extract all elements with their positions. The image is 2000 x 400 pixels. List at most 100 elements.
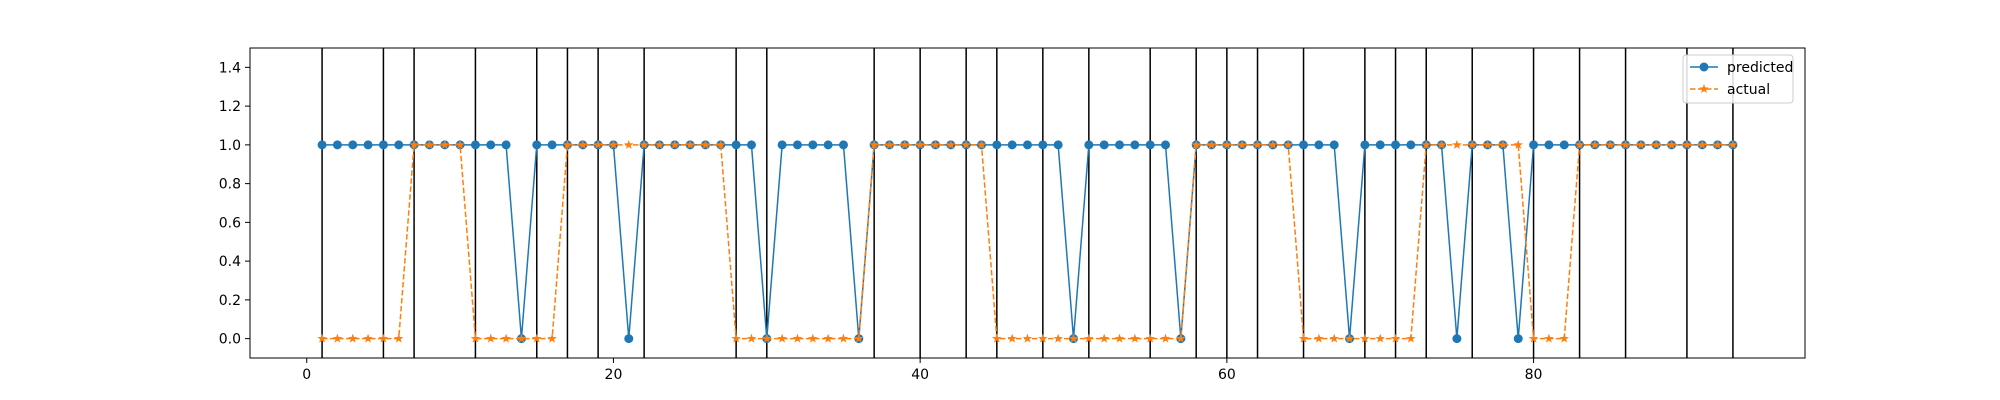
point-actual-24 [670,139,680,149]
point-actual-53 [1114,333,1125,343]
point-actual-74 [1436,139,1447,149]
x-tick-label-60: 60 [1218,367,1236,383]
point-actual-80 [1528,333,1539,343]
point-predicted-51 [1084,140,1094,150]
point-predicted-34 [823,140,833,150]
point-predicted-16 [547,140,557,150]
point-actual-10 [455,139,465,149]
x-tick-label-40: 40 [911,367,929,383]
axis-ticks: 0 20 40 60 80 0.0 0.2 0.4 0.6 0.8 1.0 1.2 1.4 [219,60,1543,383]
point-actual-31 [777,333,787,343]
point-actual-77 [1482,139,1493,149]
point-predicted-12 [486,140,496,150]
series-predicted [317,140,1738,344]
point-predicted-32 [792,140,802,150]
x-tick-label-20: 20 [605,367,623,383]
point-predicted-47 [1023,140,1032,150]
point-actual-22 [639,139,649,149]
point-actual-12 [486,333,496,343]
legend-entry-predicted: predicted [1690,60,1793,76]
point-predicted-71 [1391,140,1401,150]
x-tick-label-0: 0 [302,367,311,383]
point-actual-63 [1268,139,1278,149]
point-actual-64 [1283,139,1293,149]
legend-predicted-label: predicted [1727,60,1793,76]
point-predicted-21 [624,334,634,344]
point-actual-8 [424,139,435,149]
point-actual-18 [578,139,588,149]
point-actual-47 [1022,333,1033,343]
point-actual-13 [501,333,511,343]
x-tick-label-80: 80 [1525,367,1543,383]
point-actual-69 [1360,333,1370,343]
point-actual-7 [409,139,419,149]
point-predicted-65 [1299,140,1309,150]
point-actual-3 [347,333,358,343]
point-actual-14 [516,333,527,343]
point-predicted-45 [992,140,1002,150]
point-actual-51 [1084,333,1094,343]
legend: predicted actual [1682,54,1794,104]
point-actual-60 [1222,139,1232,149]
point-actual-88 [1651,139,1661,149]
point-predicted-28 [731,140,741,150]
point-predicted-75 [1452,334,1462,344]
point-predicted-49 [1053,140,1063,150]
point-predicted-15 [532,140,542,150]
point-actual-21 [624,139,634,149]
plot-frame [249,47,1806,359]
point-actual-39 [900,139,910,149]
point-predicted-52 [1099,140,1109,150]
point-actual-4 [363,333,373,343]
point-actual-19 [593,139,603,149]
point-predicted-31 [777,140,787,150]
point-predicted-66 [1314,140,1324,150]
vertical-lines [321,48,1734,358]
point-actual-25 [685,139,695,149]
point-actual-29 [746,333,757,343]
point-actual-28 [731,333,741,343]
point-actual-42 [946,139,956,149]
point-predicted-81 [1544,140,1554,150]
point-actual-65 [1298,333,1309,343]
y-tick-label-7: 1.4 [219,60,241,76]
point-actual-71 [1390,333,1401,343]
point-predicted-70 [1375,140,1385,150]
point-actual-68 [1344,333,1355,343]
point-actual-36 [854,333,864,343]
point-actual-35 [838,333,849,343]
point-actual-58 [1191,139,1201,149]
point-actual-41 [930,139,941,149]
point-predicted-1 [317,140,327,150]
point-actual-52 [1099,333,1109,343]
point-predicted-79 [1513,334,1523,344]
point-predicted-35 [838,140,848,150]
series-group [317,139,1738,344]
y-tick-label-3: 0.6 [219,215,241,231]
point-actual-11 [470,333,481,343]
point-actual-81 [1544,333,1554,343]
point-actual-34 [823,333,833,343]
point-actual-6 [394,333,404,343]
point-actual-33 [808,333,818,343]
point-actual-89 [1666,139,1677,149]
point-actual-16 [547,333,557,343]
point-actual-26 [700,139,711,149]
point-predicted-80 [1529,140,1539,150]
point-predicted-48 [1038,140,1048,150]
point-predicted-67 [1329,140,1339,150]
point-predicted-2 [332,140,342,150]
point-actual-70 [1375,333,1385,343]
point-actual-82 [1559,333,1569,343]
point-predicted-54 [1130,140,1140,150]
point-actual-62 [1252,139,1263,149]
point-actual-49 [1053,333,1063,343]
point-predicted-33 [808,140,818,150]
point-actual-48 [1038,333,1048,343]
point-predicted-4 [363,140,373,150]
point-actual-78 [1498,139,1508,149]
y-tick-label-5: 1.0 [219,138,241,154]
point-actual-61 [1237,139,1247,149]
